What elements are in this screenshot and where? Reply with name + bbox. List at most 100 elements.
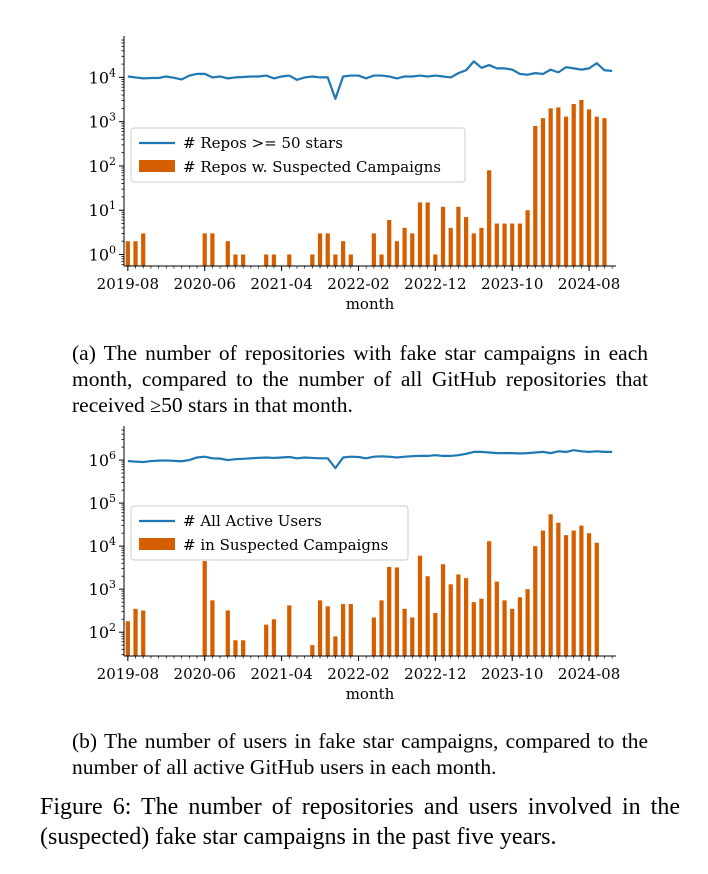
bar-a-57 — [563, 116, 569, 266]
x-tick-label-b-6: 2024-08 — [558, 665, 620, 683]
bar-a-40 — [433, 254, 438, 266]
bar-b-55 — [548, 514, 553, 656]
bar-b-48 — [494, 581, 499, 656]
x-tick-label-b-4: 2022-12 — [404, 665, 466, 683]
bar-a-60 — [586, 109, 592, 266]
x-axis-label-b: month — [346, 685, 395, 703]
y-tick-label-a-0: 100 — [89, 244, 116, 265]
bar-a-41 — [440, 206, 446, 266]
legend-label-line-b: # All Active Users — [183, 512, 322, 530]
x-tick-label-a-1: 2020-06 — [174, 275, 236, 293]
bar-b-32 — [371, 617, 376, 656]
bar-a-56 — [556, 107, 561, 266]
bar-a-37 — [410, 233, 415, 266]
bar-b-15 — [241, 640, 246, 656]
x-tick-label-a-3: 2022-02 — [327, 275, 389, 293]
bar-a-54 — [540, 118, 546, 267]
bar-b-25 — [317, 600, 323, 656]
bar-b-1 — [133, 608, 138, 656]
x-tick-label-a-2: 2021-04 — [250, 275, 312, 293]
bar-b-35 — [394, 567, 400, 656]
bar-b-54 — [540, 530, 546, 656]
bar-a-15 — [241, 254, 246, 266]
subcaption-a-symbol: ≥ — [150, 395, 162, 417]
y-tick-label-b-4: 106 — [89, 449, 116, 470]
bar-b-36 — [402, 608, 407, 656]
bar-b-61 — [594, 542, 599, 656]
bar-b-56 — [556, 522, 561, 656]
chart-b-users: 102 103 104 105 106 2019-08 2020-06 2021-04 2022… — [89, 426, 620, 703]
legend-bar-swatch-a — [139, 160, 175, 172]
bar-a-35 — [394, 241, 400, 266]
figure-caption: Figure 6: The number of repositories and… — [40, 794, 680, 850]
bar-a-61 — [594, 116, 599, 266]
bar-b-49 — [502, 600, 507, 656]
bar-a-53 — [533, 125, 538, 266]
bar-a-33 — [379, 254, 384, 266]
x-tick-label-a-6: 2024-08 — [558, 275, 620, 293]
bar-b-50 — [510, 608, 515, 656]
bar-a-10 — [202, 233, 207, 266]
y-tick-label-a-4: 104 — [89, 66, 116, 87]
bar-b-19 — [271, 619, 277, 656]
subcaption-a-text: (a) The number of repositories with fake… — [72, 341, 648, 417]
bar-b-45 — [471, 602, 476, 656]
bar-a-36 — [402, 227, 407, 266]
bar-a-39 — [425, 202, 430, 266]
y-tick-label-a-3: 103 — [89, 111, 116, 132]
bar-b-0 — [125, 621, 130, 656]
bar-b-60 — [586, 533, 592, 656]
bar-b-58 — [571, 530, 576, 656]
bar-a-49 — [502, 223, 507, 266]
y-tick-label-b-3: 105 — [89, 492, 116, 513]
bar-a-18 — [264, 254, 269, 266]
x-tick-label-a-0: 2019-08 — [97, 275, 159, 293]
bar-b-43 — [456, 574, 461, 656]
x-tick-label-a-5: 2023-10 — [481, 275, 543, 293]
bar-b-40 — [433, 612, 438, 656]
legend-box-b — [130, 505, 409, 561]
legend-bar-swatch-b — [139, 538, 175, 550]
legend-label-bar-b: # in Suspected Campaigns — [183, 536, 388, 554]
bar-a-55 — [548, 108, 553, 266]
bar-b-52 — [525, 589, 530, 656]
bar-b-59 — [579, 525, 584, 656]
bar-b-10 — [202, 561, 207, 656]
bar-b-34 — [387, 566, 392, 656]
bar-b-44 — [463, 578, 469, 656]
x-tick-label-b-3: 2022-02 — [327, 665, 389, 683]
series-line-b — [127, 449, 613, 470]
x-tick-label-b-0: 2019-08 — [97, 665, 159, 683]
bar-b-21 — [287, 605, 292, 656]
bar-a-43 — [456, 206, 461, 266]
bar-b-11 — [210, 600, 215, 656]
legend-a: # Repos >= 50 stars # Repos w. Suspected … — [130, 127, 466, 183]
bar-b-38 — [417, 555, 423, 656]
legend-label-line-a: # Repos >= 50 stars — [183, 134, 343, 152]
bar-a-50 — [510, 223, 515, 266]
legend-box-a — [130, 127, 466, 183]
bar-b-24 — [310, 645, 315, 656]
bar-a-29 — [348, 254, 353, 266]
bar-a-46 — [479, 227, 484, 266]
bar-a-45 — [471, 233, 476, 266]
bar-b-28 — [340, 604, 346, 656]
bar-a-13 — [225, 241, 230, 266]
bar-a-19 — [271, 254, 277, 266]
bar-a-26 — [325, 233, 330, 266]
bar-a-1 — [133, 241, 138, 266]
bar-b-41 — [440, 564, 446, 656]
subcaption-a-suffix: 50 stars in that month. — [161, 393, 353, 417]
bar-a-58 — [571, 104, 576, 266]
x-tick-label-a-4: 2022-12 — [404, 275, 466, 293]
bar-b-29 — [348, 604, 353, 656]
bar-a-44 — [463, 217, 469, 266]
bar-b-14 — [233, 640, 238, 656]
bar-a-24 — [310, 254, 315, 266]
x-tick-label-b-5: 2023-10 — [481, 665, 543, 683]
subcaption-b: (b) The number of users in fake star cam… — [72, 729, 648, 779]
bar-a-62 — [602, 118, 607, 267]
bar-b-13 — [225, 610, 230, 656]
chart-a-repositories: 100 101 102 103 104 2019-08 2020-06 2021-04 2022… — [89, 36, 620, 313]
y-tick-label-a-2: 102 — [89, 155, 116, 176]
